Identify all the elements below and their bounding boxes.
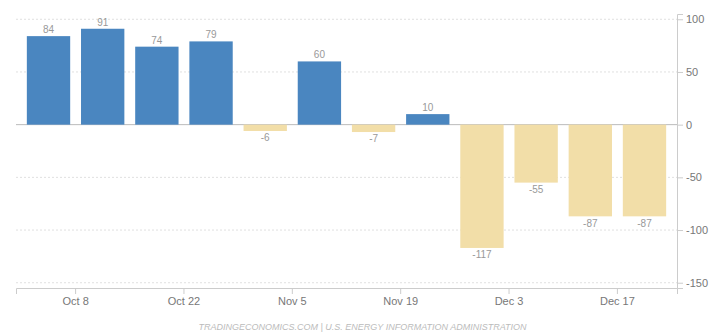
bar [81, 29, 124, 125]
y-tick: -100 [677, 224, 708, 236]
grid [16, 19, 677, 282]
tick-label: 0 [686, 119, 692, 131]
tick-mark [183, 288, 184, 294]
tick-mark [75, 288, 76, 294]
axis-line [17, 289, 678, 295]
tick-label: -100 [686, 224, 708, 236]
y-tick: 100 [677, 13, 704, 25]
x-tick: Dec 17 [600, 288, 635, 307]
data-label: -87 [583, 218, 598, 229]
tick-label: Nov 19 [383, 295, 418, 307]
bar [135, 47, 178, 125]
x-tick: Nov 5 [278, 288, 307, 307]
tick-label: Dec 17 [600, 295, 635, 307]
tick-mark [677, 230, 683, 231]
tick-label: -150 [686, 277, 708, 289]
bar [460, 125, 503, 248]
y-tick: -50 [677, 171, 702, 183]
tick-label: -50 [686, 171, 702, 183]
x-tick: Oct 22 [168, 288, 200, 307]
data-label: 10 [422, 102, 434, 113]
bar [514, 125, 557, 183]
bar [352, 125, 395, 132]
y-axis: -150 -100 -50 0 50 100 [677, 13, 708, 288]
tick-mark [677, 125, 683, 126]
grid-line [16, 19, 677, 20]
tick-mark [617, 288, 618, 294]
data-label: 74 [151, 35, 163, 46]
grid-line [16, 230, 677, 231]
x-tick: Oct 8 [62, 288, 88, 307]
tick-label: Dec 3 [495, 295, 524, 307]
grid-line [16, 282, 677, 283]
tick-mark [677, 72, 683, 73]
data-label: -7 [369, 133, 378, 144]
bar [569, 125, 612, 217]
tick-label: 100 [686, 13, 704, 25]
tick-label: Oct 22 [168, 295, 200, 307]
data-label: -6 [261, 132, 270, 143]
tick-mark [677, 177, 683, 178]
y-tick: 0 [677, 119, 692, 131]
tick-mark [677, 283, 683, 284]
tick-label: Nov 5 [278, 295, 307, 307]
tick-label: Oct 8 [62, 295, 88, 307]
x-tick: Dec 3 [495, 288, 524, 307]
footer: TRADINGECONOMICS.COM | U.S. ENERGY INFOR… [198, 322, 527, 332]
axis-line [678, 15, 684, 289]
tick-mark [400, 288, 401, 294]
bar [623, 125, 666, 217]
data-label: -87 [637, 218, 652, 229]
data-label: 79 [205, 29, 217, 40]
bar [189, 41, 232, 124]
data-label: 60 [314, 49, 326, 60]
bar [27, 36, 70, 125]
tick-mark [509, 288, 510, 294]
y-tick: 50 [677, 66, 698, 78]
data-label: -117 [472, 249, 492, 260]
tick-label: 50 [686, 66, 698, 78]
bar [244, 125, 287, 131]
data-label: 84 [43, 24, 55, 35]
bars [27, 29, 666, 248]
data-label: 91 [97, 17, 109, 28]
tick-mark [677, 19, 683, 20]
bar [406, 114, 449, 125]
plot: 84 91 74 79 -6 60 -7 10 -117 -55 -87 -87 Oct 8 Oct 22… [16, 13, 708, 307]
data-label: -55 [529, 184, 544, 195]
data-labels: 84 91 74 79 -6 60 -7 10 -117 -55 -87 -87 [43, 17, 652, 260]
chart: 84 91 74 79 -6 60 -7 10 -117 -55 -87 -87 Oct 8 Oct 22… [0, 0, 725, 336]
tick-mark [292, 288, 293, 294]
x-tick: Nov 19 [383, 288, 418, 307]
y-tick: -150 [677, 277, 708, 289]
bar [298, 61, 341, 124]
x-axis: Oct 8 Oct 22 Nov 5 Nov 19 Dec 3 Dec 17 [17, 288, 678, 307]
